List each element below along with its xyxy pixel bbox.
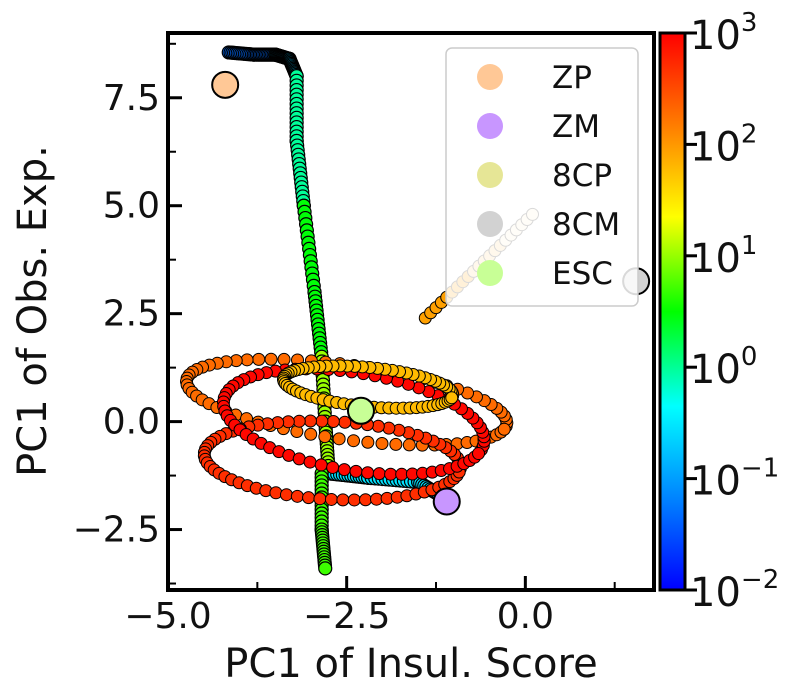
legend-marker-zp <box>477 64 503 90</box>
y-tick-label: 0.0 <box>103 402 160 443</box>
colorbar-tick-label: 10−1 <box>690 454 779 505</box>
legend-label-8cp: 8CP <box>552 158 612 194</box>
trajectory-point <box>347 493 361 507</box>
axis-ticks: −5.0 −2.5 0.0 −2.5 0.0 2.5 5.0 7.5 <box>73 42 616 637</box>
trajectory-point <box>303 455 317 469</box>
trajectory-point <box>361 435 375 449</box>
colorbar-tick-label: 102 <box>690 119 757 170</box>
trajectory-point <box>402 438 416 452</box>
trajectory-point <box>382 421 396 435</box>
x-tick-label: −2.5 <box>303 596 390 637</box>
trajectory-point <box>264 352 278 366</box>
legend-label-8cm: 8CM <box>552 207 620 243</box>
trajectory-point <box>384 467 398 481</box>
legend-label-zp: ZP <box>552 60 592 96</box>
trajectory-point <box>445 391 459 405</box>
legend-label-esc: ESC <box>552 256 613 292</box>
trajectory-point <box>240 353 254 367</box>
trajectory-point <box>313 492 327 506</box>
trajectory-point <box>302 491 316 505</box>
colorbar-tick-label: 101 <box>690 231 757 282</box>
reference-point-zp <box>211 70 240 99</box>
trajectory-point <box>472 447 486 461</box>
legend-marker-zm <box>477 113 503 139</box>
plot-frame <box>166 31 656 592</box>
legend-marker-8cp <box>477 162 503 188</box>
trajectory-point <box>371 419 385 433</box>
reference-point-esc <box>346 396 375 425</box>
trajectory-point <box>314 458 328 472</box>
trajectory-point <box>315 414 329 428</box>
trajectory-point <box>292 452 306 466</box>
trajectory-point <box>279 488 293 502</box>
plot-area <box>180 45 651 576</box>
trajectory-point <box>292 414 306 428</box>
legend-marker-8cm <box>477 211 503 237</box>
colorbar-tick-label: 10−2 <box>690 565 779 616</box>
trajectory-point <box>337 463 351 477</box>
y-tick-label: 2.5 <box>103 294 160 335</box>
legend-box <box>445 47 639 307</box>
reference-point-zm <box>432 487 461 516</box>
trajectory-point <box>375 436 389 450</box>
trajectory-point <box>372 467 386 481</box>
trajectory-point <box>252 352 266 366</box>
y-axis-title: PC1 of Obs. Exp. <box>10 145 56 477</box>
colorbar-tick-label: 103 <box>690 8 757 59</box>
legend-marker-esc <box>477 260 503 286</box>
x-tick-label: 0.0 <box>497 596 554 637</box>
trajectory-point <box>326 460 340 474</box>
trajectory-point <box>347 434 361 448</box>
trajectory-point <box>324 492 338 506</box>
colorbar: 10−2 10−1 100 101 102 103 <box>658 8 779 616</box>
trajectory-point <box>349 464 363 478</box>
trajectory-point <box>318 430 332 444</box>
trajectory-point <box>304 427 318 441</box>
legend-label-zm: ZM <box>552 109 600 145</box>
x-tick-label: −5.0 <box>124 596 211 637</box>
colorbar-tick-label: 100 <box>690 342 757 393</box>
trajectory-point <box>290 489 304 503</box>
trajectory-point <box>497 422 511 436</box>
y-tick-label: −2.5 <box>73 510 160 551</box>
y-tick-label: 5.0 <box>103 186 160 227</box>
trajectory-point <box>303 414 317 428</box>
trajectory-point <box>361 466 375 480</box>
trajectory-point <box>332 432 346 446</box>
trajectory-point <box>359 493 373 507</box>
trajectory-point <box>389 437 403 451</box>
trajectory-point <box>318 561 333 576</box>
y-tick-label: 7.5 <box>103 78 160 119</box>
trajectory-point <box>326 414 340 428</box>
colorbar-gradient <box>658 31 687 592</box>
trajectory-point <box>336 493 350 507</box>
legend: ZP ZM 8CP 8CM ESC <box>445 47 639 307</box>
x-axis-title: PC1 of Insul. Score <box>224 641 597 687</box>
trajectory-point <box>269 486 283 500</box>
